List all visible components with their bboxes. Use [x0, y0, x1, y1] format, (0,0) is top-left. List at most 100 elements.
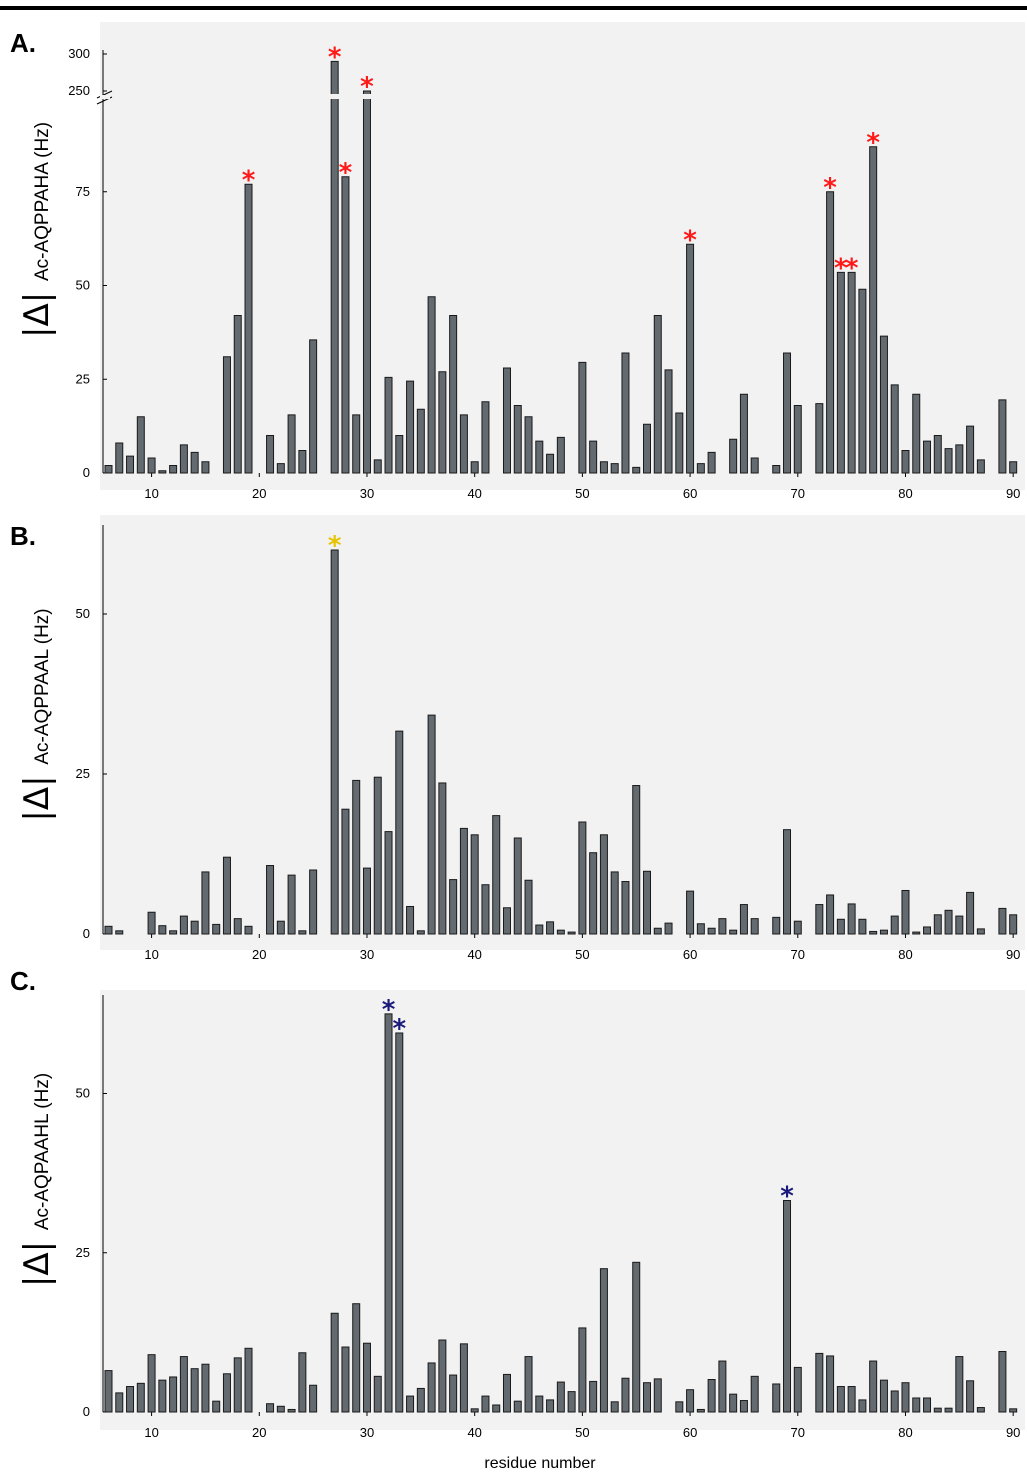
- bar: [201, 1363, 210, 1413]
- bar: [481, 884, 490, 935]
- bar: [567, 931, 576, 935]
- bar: [190, 451, 199, 474]
- bar: [126, 455, 135, 474]
- bar: [427, 714, 436, 935]
- bar: [395, 730, 404, 935]
- bar: [976, 928, 985, 935]
- significance-star: *: [328, 42, 342, 72]
- bar: [653, 927, 662, 935]
- bar: [632, 1261, 641, 1413]
- bar: [158, 925, 167, 935]
- bar: [502, 907, 511, 935]
- bar: [933, 435, 942, 474]
- bar: [276, 463, 285, 474]
- bar: [136, 416, 145, 474]
- bar: [783, 829, 792, 935]
- bar: [287, 414, 296, 474]
- bar: [696, 923, 705, 935]
- bar: [739, 1400, 748, 1413]
- x-tick-label: 30: [360, 947, 374, 962]
- y-tick-label: 300: [68, 46, 90, 61]
- bar: [686, 1389, 695, 1413]
- bar: [621, 352, 630, 474]
- y-axis-label-text: Ac-AQPPAAL (Hz): [32, 608, 53, 764]
- bar: [222, 356, 231, 474]
- y-tick-label: 0: [83, 926, 90, 941]
- bar: [341, 176, 350, 474]
- x-tick-label: 90: [1006, 1425, 1020, 1440]
- bar: [578, 361, 587, 474]
- bar: [147, 457, 156, 474]
- bar: [858, 918, 867, 935]
- bar: [707, 927, 716, 935]
- bar: [556, 1381, 565, 1413]
- bar: [879, 1379, 888, 1413]
- bar: [502, 367, 511, 474]
- bar: [266, 865, 275, 935]
- bar: [718, 1360, 727, 1413]
- bar: [664, 369, 673, 474]
- bar: [266, 1403, 275, 1413]
- bar: [966, 425, 975, 474]
- y-tick-label: 250: [68, 83, 90, 98]
- bar: [158, 470, 167, 474]
- bar: [266, 435, 275, 474]
- bar: [858, 288, 867, 474]
- bar: [438, 782, 447, 935]
- bar: [233, 1357, 242, 1413]
- y-tick-label: 75: [76, 184, 90, 199]
- plot-background: [100, 990, 1025, 1430]
- y-tick-label: 25: [76, 766, 90, 781]
- panel-letter: A.: [10, 28, 36, 58]
- significance-star: *: [866, 128, 880, 158]
- bar: [115, 1392, 124, 1413]
- y-tick-label: 0: [83, 465, 90, 480]
- bar: [546, 453, 555, 474]
- bar: [901, 1382, 910, 1413]
- bar: [406, 905, 415, 935]
- bar: [653, 1378, 662, 1413]
- bar: [589, 1380, 598, 1413]
- bar: [524, 1356, 533, 1413]
- y-tick-label: 25: [76, 371, 90, 386]
- bar: [352, 1303, 361, 1413]
- y-axis-label: |Δ| Ac-AQPPAHA (Hz): [17, 122, 57, 338]
- bar: [212, 923, 221, 935]
- bar: [406, 380, 415, 474]
- x-tick-label: 80: [898, 947, 912, 962]
- bar: [492, 815, 501, 935]
- bar: [955, 1356, 964, 1413]
- bar: [718, 918, 727, 935]
- y-axis-label-symbol: |Δ|: [17, 281, 57, 338]
- significance-star: *: [845, 253, 859, 283]
- bar: [244, 925, 253, 935]
- bar: [395, 435, 404, 474]
- bar: [890, 915, 899, 935]
- bar: [707, 451, 716, 474]
- bar: [126, 1386, 135, 1413]
- bar: [481, 1395, 490, 1413]
- bar: [610, 1401, 619, 1413]
- bar: [1009, 461, 1018, 474]
- bar: [309, 339, 318, 474]
- bar: [686, 243, 695, 474]
- bar: [233, 918, 242, 935]
- bar: [395, 1032, 404, 1413]
- bar: [298, 450, 307, 474]
- bar: [449, 879, 458, 935]
- bar: [772, 1383, 781, 1413]
- bar: [675, 412, 684, 474]
- bar: [621, 1377, 630, 1413]
- panel-b: 0 25 50 10 20 30 40 50 60 70 80 90 * B. |Δ| Ac-AQPPAAL…: [10, 515, 1025, 962]
- bar: [955, 444, 964, 474]
- bar: [179, 1356, 188, 1413]
- bar: [847, 271, 856, 474]
- bar: [729, 929, 738, 935]
- bar: [772, 465, 781, 474]
- bar: [384, 831, 393, 935]
- bar: [362, 1342, 371, 1413]
- bar: [373, 459, 382, 474]
- x-tick-label: 50: [575, 947, 589, 962]
- bar: [675, 1401, 684, 1413]
